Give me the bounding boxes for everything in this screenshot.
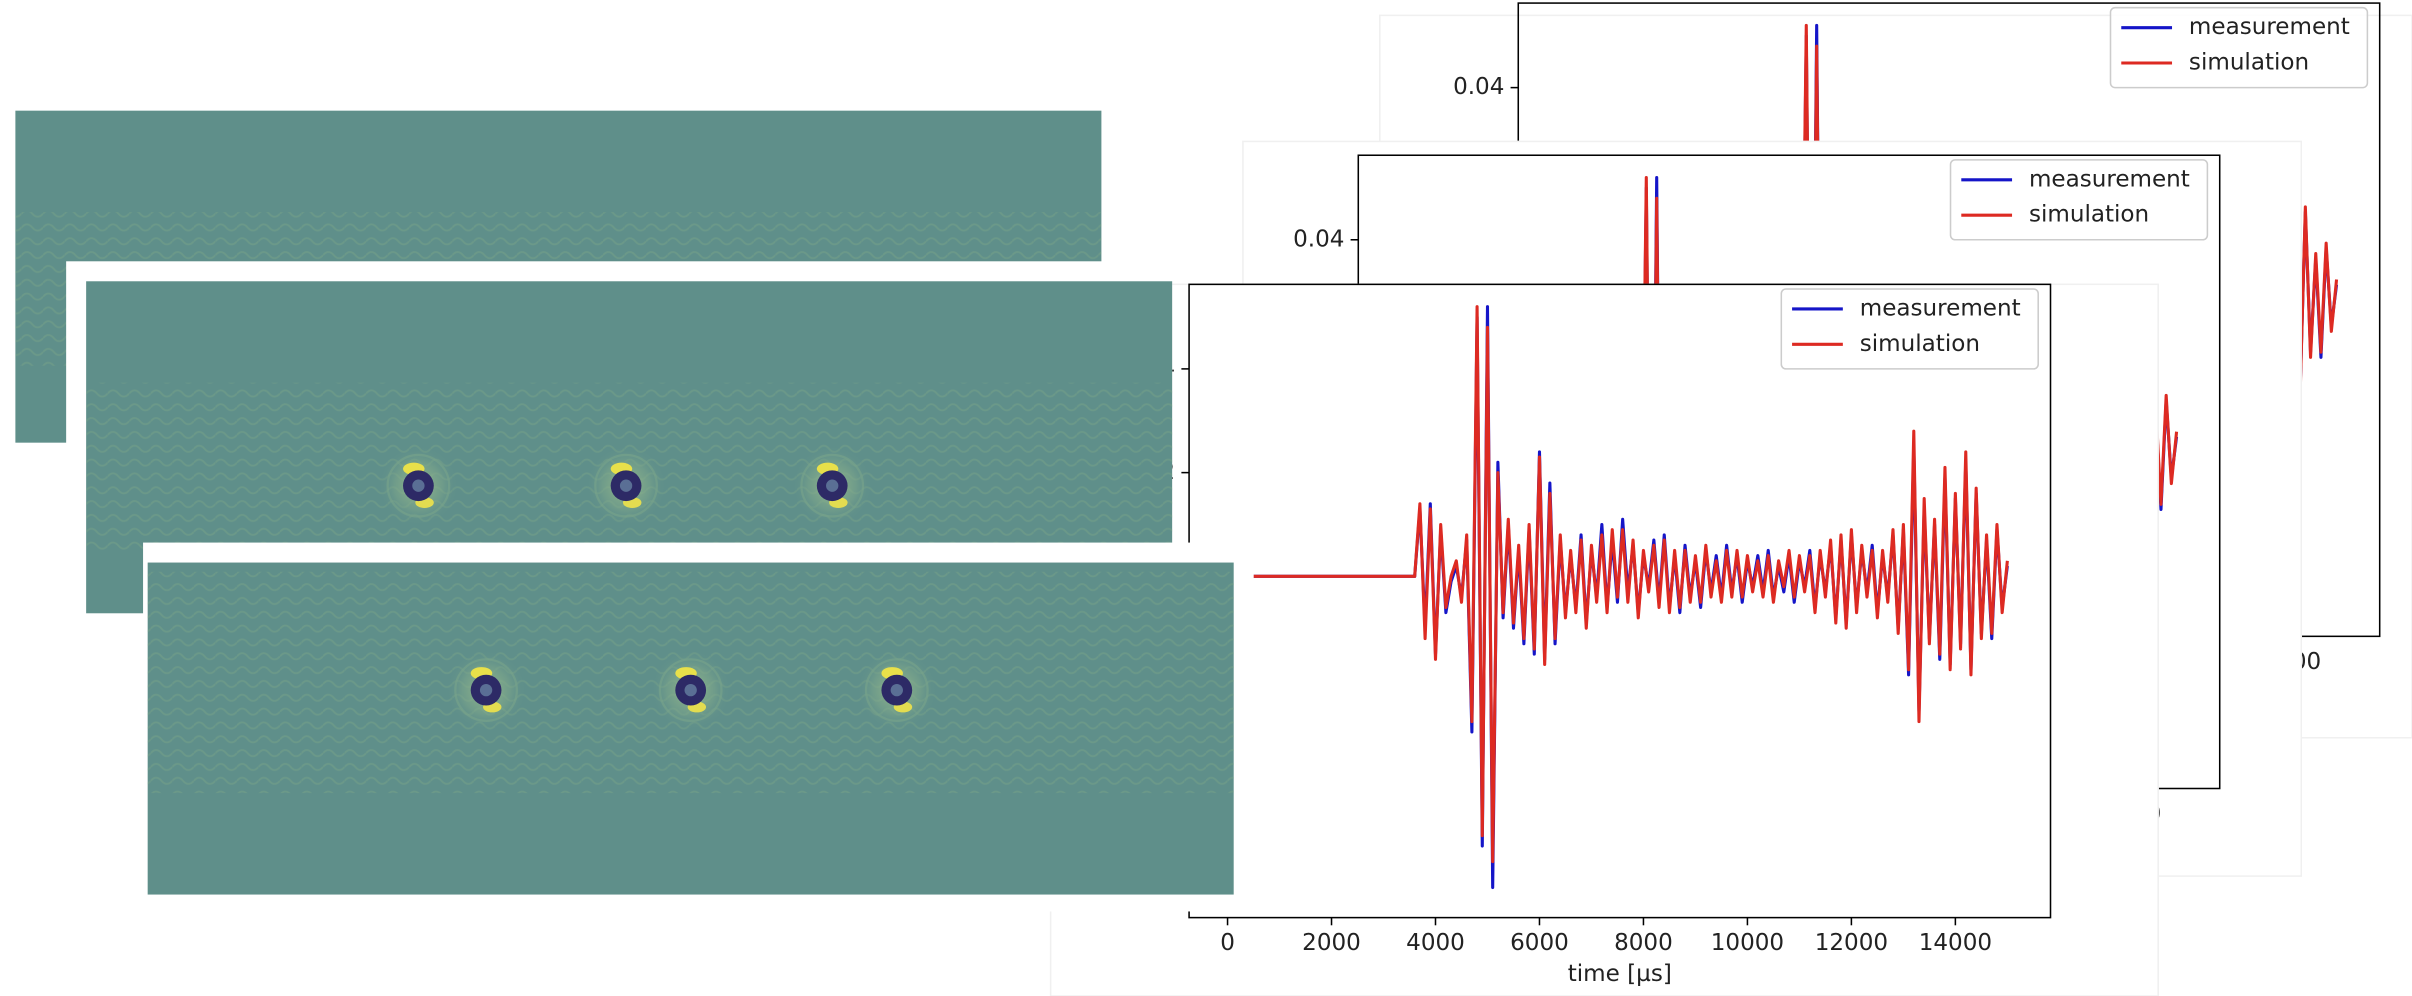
x-tick-label: 12000 bbox=[1815, 930, 1888, 956]
heatmap-stack bbox=[15, 110, 1254, 912]
hole-marker bbox=[855, 649, 938, 732]
hole-marker bbox=[791, 444, 874, 527]
legend-box bbox=[1780, 288, 2039, 370]
x-tick-label: 14000 bbox=[1919, 930, 1992, 956]
x-tick-label: 0 bbox=[1220, 930, 1235, 956]
hole-marker bbox=[584, 444, 668, 527]
legend-label: measurement bbox=[2189, 14, 2350, 40]
x-tick-label: 2000 bbox=[1302, 930, 1361, 956]
x-tick-label: 10000 bbox=[1711, 930, 1784, 956]
data-line bbox=[1227, 305, 2009, 864]
hole-marker bbox=[444, 649, 528, 732]
heatmap-image bbox=[143, 542, 1254, 912]
y-tick-label: 0.04 bbox=[1293, 226, 1344, 252]
x-tick-label: 6000 bbox=[1510, 930, 1569, 956]
legend-label: simulation bbox=[2189, 50, 2309, 76]
legend-box bbox=[2109, 6, 2369, 89]
legend-label: simulation bbox=[1860, 331, 1980, 357]
x-tick-label: 8000 bbox=[1614, 930, 1673, 956]
legend-label: measurement bbox=[1860, 295, 2021, 321]
y-tick-label: 0.04 bbox=[1453, 74, 1504, 100]
x-tick-label: 4000 bbox=[1406, 930, 1465, 956]
plot-lines bbox=[1227, 305, 2009, 890]
legend-label: simulation bbox=[2029, 202, 2149, 228]
legend-label: measurement bbox=[2029, 166, 2190, 192]
hole-marker bbox=[377, 444, 460, 527]
hole-marker bbox=[649, 649, 732, 732]
legend-box bbox=[1949, 159, 2209, 241]
x-axis-label: time [µs] bbox=[1568, 961, 1672, 987]
